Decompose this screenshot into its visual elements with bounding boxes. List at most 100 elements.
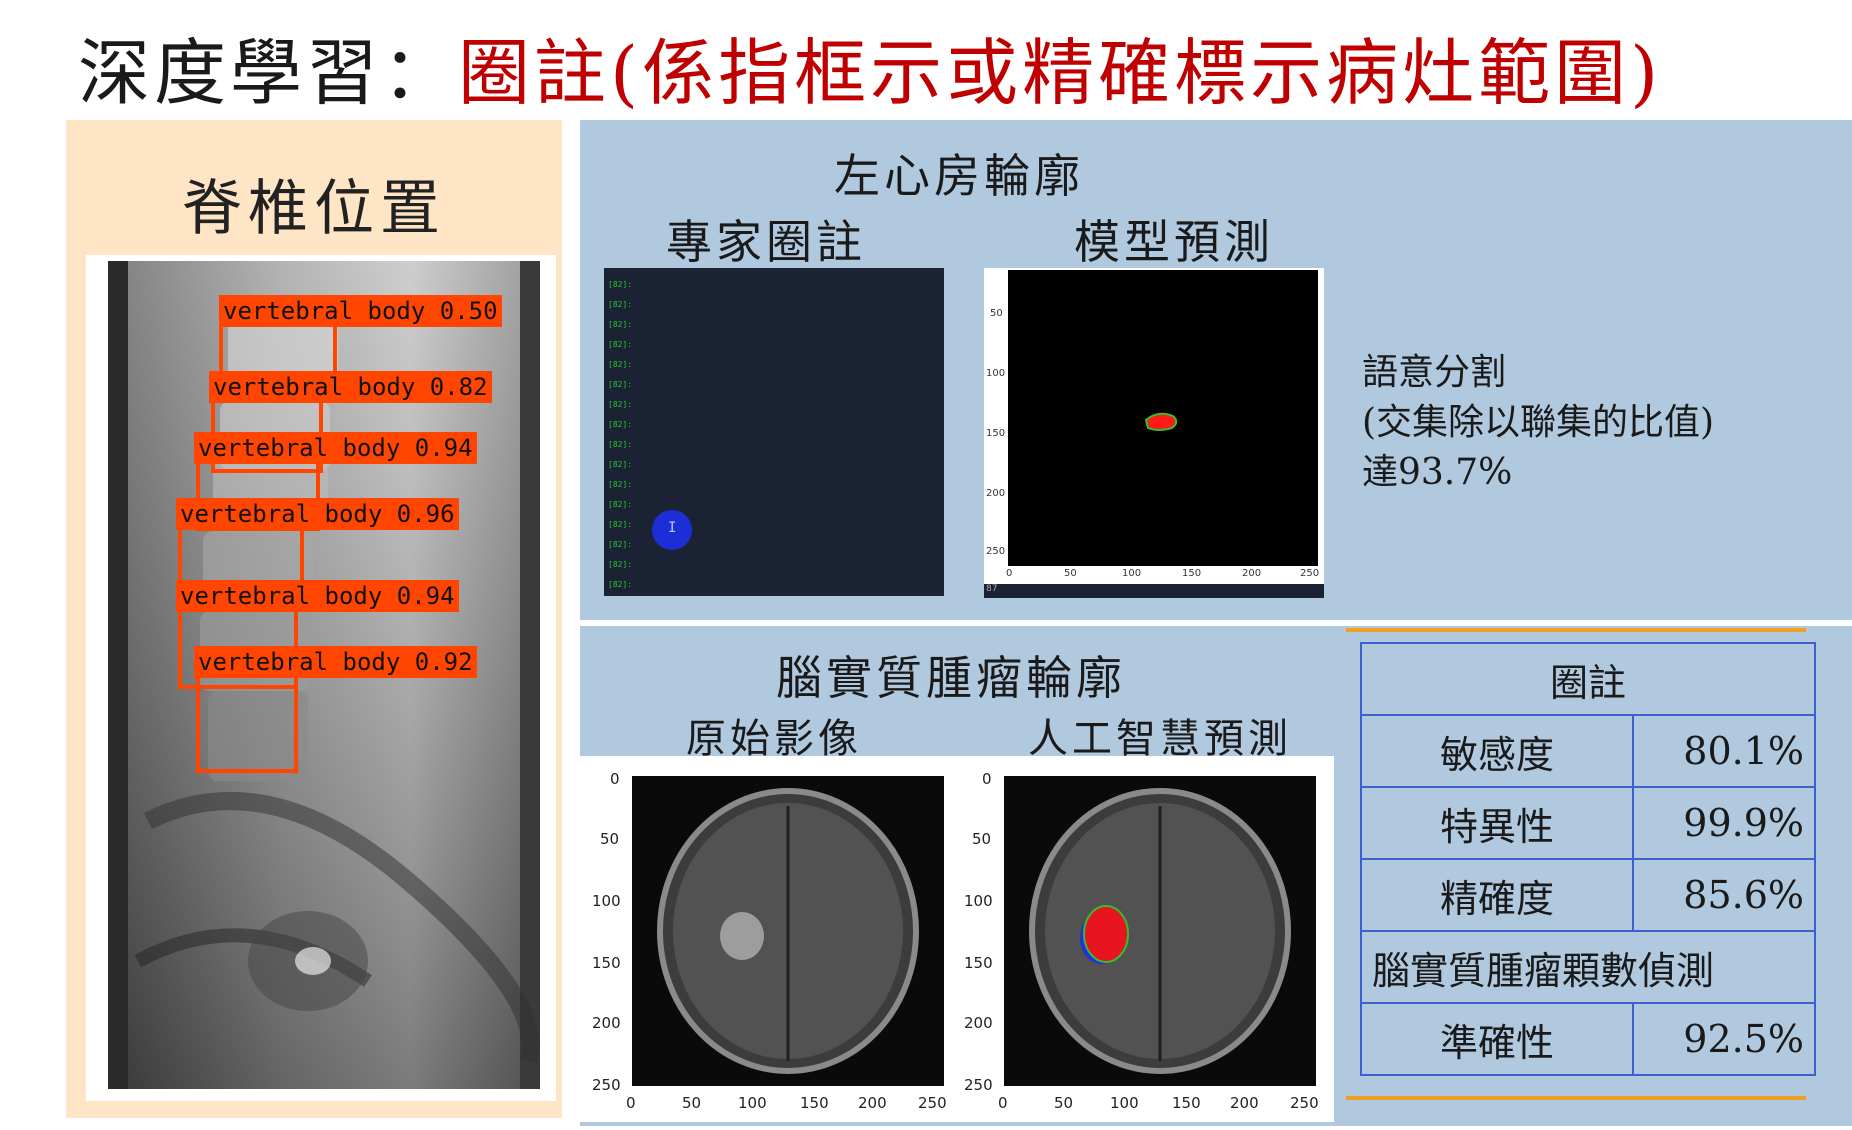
terminal-line: [82]:: [608, 560, 633, 569]
ai-prediction-mri-image: [1004, 776, 1316, 1086]
y-tick: 250: [986, 546, 1006, 557]
x-tick: 50: [682, 1094, 702, 1112]
terminal-line: [82]:: [608, 480, 633, 489]
model-prediction-label: 模型預測: [1074, 215, 1274, 269]
table-row: 準確性 92.5%: [1360, 1002, 1816, 1076]
y-tick: 50: [972, 830, 992, 848]
x-tick: 50: [1054, 1094, 1074, 1112]
x-tick: 0: [998, 1094, 1008, 1112]
detection-box: [196, 667, 298, 773]
y-tick: 250: [592, 1076, 621, 1094]
x-tick: 200: [858, 1094, 887, 1112]
original-mri-image: [632, 776, 944, 1086]
y-tick: 100: [964, 892, 993, 910]
terminal-line: [82]:: [608, 320, 633, 329]
terminal-line: [82]:: [608, 340, 633, 349]
terminal-line: [82]:: [608, 280, 633, 289]
terminal-line: [82]:: [608, 380, 633, 389]
terminal-line: [82]:: [608, 400, 633, 409]
terminal-line: [82]:: [608, 300, 633, 309]
y-tick: 0: [982, 770, 992, 788]
stats-line: 語意分割: [1362, 352, 1507, 393]
status-bar: 87: [984, 584, 1324, 598]
detection-label: vertebral body 0.94: [176, 580, 459, 612]
metrics-grid: 圈註 敏感度 80.1% 特異性 99.9% 精確度 85.6% 腦實質腫瘤顆數…: [1360, 642, 1816, 1076]
x-tick: 100: [1122, 568, 1142, 579]
prediction-canvas: [1008, 270, 1318, 566]
y-tick: 50: [600, 830, 620, 848]
terminal-line: [82]:: [608, 520, 633, 529]
original-mri-plot: 0 50 100 150 200 250 0 50 100 150 200 25…: [580, 756, 962, 1122]
y-tick: 150: [964, 954, 993, 972]
x-tick: 250: [1290, 1094, 1319, 1112]
prediction-mask: [1144, 412, 1178, 431]
terminal-line: [82]:: [608, 580, 633, 589]
mri-brain-graphic: [657, 788, 919, 1074]
metric-value: 85.6%: [1632, 858, 1816, 932]
terminal-line: [82]:: [608, 420, 633, 429]
x-tick: 50: [1064, 568, 1077, 579]
table-row: 特異性 99.9%: [1360, 786, 1816, 860]
y-tick: 250: [964, 1076, 993, 1094]
y-tick: 100: [986, 368, 1006, 379]
terminal-line: [82]:: [608, 440, 633, 449]
spine-heading: 脊椎位置: [182, 174, 446, 244]
xray-frame: vertebral body 0.50 vertebral body 0.82 …: [86, 255, 556, 1101]
table-row: 敏感度 80.1%: [1360, 714, 1816, 788]
detection-label: vertebral body 0.94: [194, 432, 477, 464]
y-tick: 150: [592, 954, 621, 972]
expert-annotation-label: 專家圈註: [666, 215, 866, 269]
spine-xray-image: vertebral body 0.50 vertebral body 0.82 …: [108, 261, 540, 1089]
left-atrium-panel: 左心房輪廓 專家圈註 模型預測 [82]: [82]: [82]: [82]: …: [580, 120, 1852, 620]
title-highlight: 圈註(: [458, 31, 643, 115]
slide-title: 深度學習：圈註(係指框示或精確標示病灶範圍): [78, 28, 1662, 118]
ai-prediction-label: 人工智慧預測: [1028, 716, 1292, 762]
detection-label: vertebral body 0.50: [219, 295, 502, 327]
left-atrium-heading: 左心房輪廓: [834, 149, 1084, 203]
table-row: 精確度 85.6%: [1360, 858, 1816, 932]
x-tick: 200: [1230, 1094, 1259, 1112]
title-explain: 係指框示或精確標示病灶範圍: [642, 31, 1631, 115]
x-tick: 100: [1110, 1094, 1139, 1112]
y-tick: 200: [964, 1014, 993, 1032]
table-bottom-rule: [1346, 1096, 1806, 1100]
y-tick: 100: [592, 892, 621, 910]
count-detection-header: 腦實質腫瘤顆數偵測: [1360, 930, 1816, 1004]
y-tick: 50: [990, 308, 1003, 319]
title-suffix: ): [1630, 31, 1663, 115]
x-tick: 100: [738, 1094, 767, 1112]
terminal-line: [82]:: [608, 500, 633, 509]
cursor-glyph: I: [668, 520, 677, 536]
detection-label: vertebral body 0.96: [176, 498, 459, 530]
expert-annotation-image: [82]: [82]: [82]: [82]: [82]: [82]: [82]…: [604, 268, 944, 596]
brain-tumor-panel: 腦實質腫瘤輪廓 原始影像 人工智慧預測 0 50 100 150 200 250…: [580, 626, 1852, 1126]
y-tick: 200: [986, 488, 1006, 499]
mouse-cursor-icon: I: [652, 510, 692, 550]
table-top-rule: [1346, 628, 1806, 632]
title-prefix: 深度學習：: [78, 31, 459, 115]
stats-line: (交集除以聯集的比值): [1362, 402, 1715, 443]
status-text: 87: [986, 584, 998, 594]
terminal-line: [82]:: [608, 460, 633, 469]
original-image-label: 原始影像: [686, 716, 862, 762]
metric-value: 92.5%: [1632, 1002, 1816, 1076]
x-tick: 250: [918, 1094, 947, 1112]
y-tick: 200: [592, 1014, 621, 1032]
x-tick: 150: [1172, 1094, 1201, 1112]
x-tick: 150: [800, 1094, 829, 1112]
metric-value: 99.9%: [1632, 786, 1816, 860]
metric-name: 特異性: [1360, 786, 1634, 860]
metric-name: 精確度: [1360, 858, 1634, 932]
detection-label: vertebral body 0.82: [209, 371, 492, 403]
segmentation-stats: 語意分割 (交集除以聯集的比值) 達93.7%: [1362, 348, 1714, 498]
terminal-line: [82]:: [608, 360, 633, 369]
spine-panel: 脊椎位置: [66, 120, 562, 1118]
x-tick: 150: [1182, 568, 1202, 579]
brain-tumor-heading: 腦實質腫瘤輪廓: [776, 651, 1126, 705]
metrics-table: 圈註 敏感度 80.1% 特異性 99.9% 精確度 85.6% 腦實質腫瘤顆數…: [1360, 642, 1820, 1098]
stats-line: 達93.7%: [1362, 452, 1513, 493]
detection-label: vertebral body 0.92: [194, 646, 477, 678]
y-tick: 150: [986, 428, 1006, 439]
model-prediction-plot: 50 100 150 200 250 0 50 100 150 200 250 …: [984, 268, 1324, 598]
metric-value: 80.1%: [1632, 714, 1816, 788]
